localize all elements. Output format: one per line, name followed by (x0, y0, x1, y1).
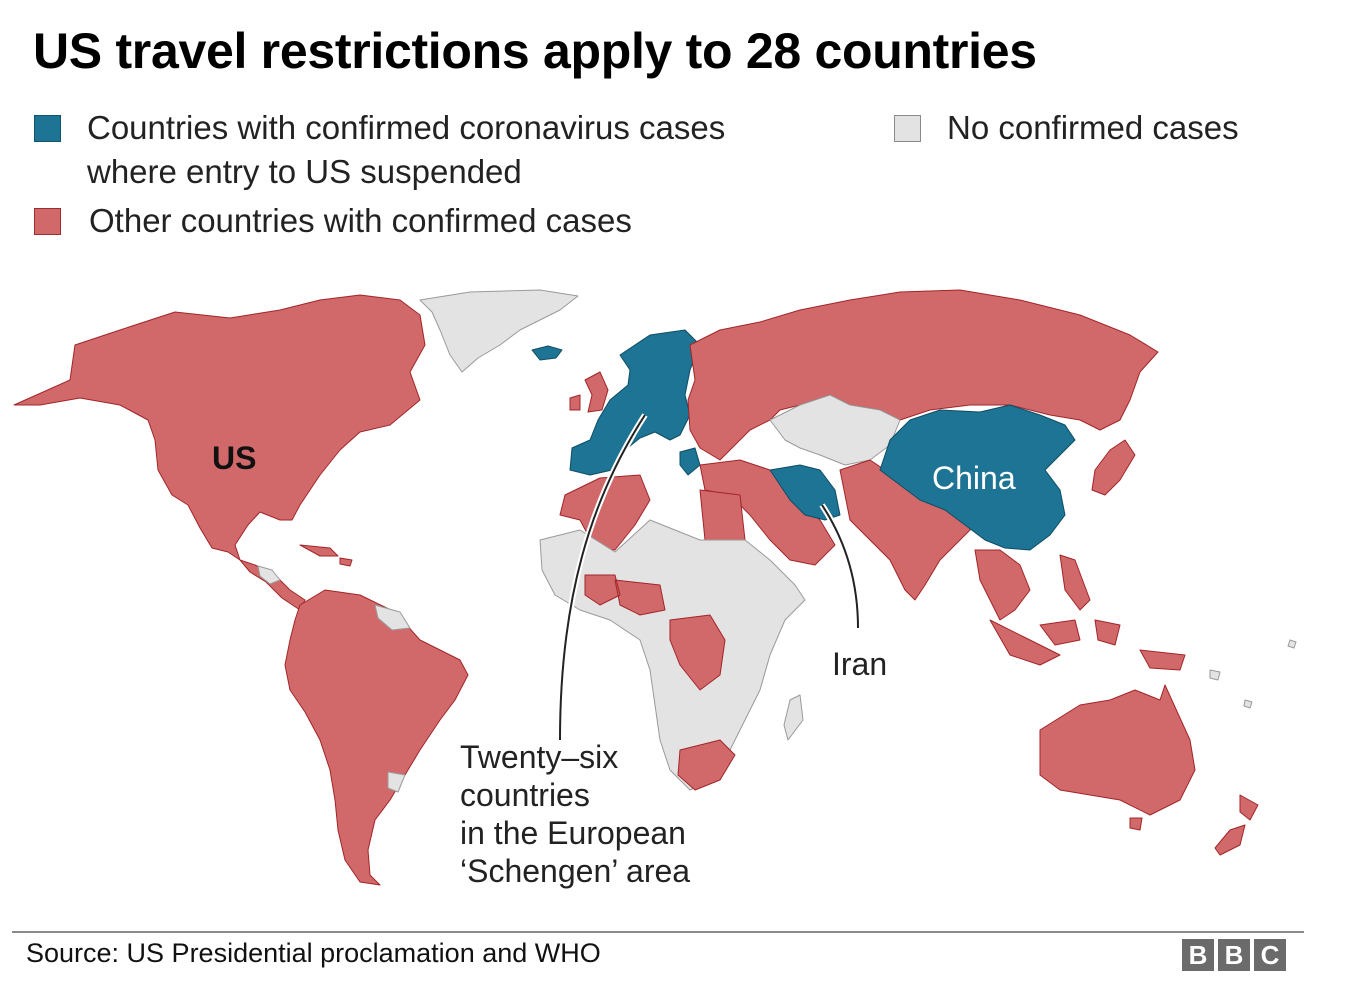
australia (1039, 684, 1196, 816)
schengen-label-line4: ‘Schengen’ area (460, 853, 691, 889)
legend-none-label: No confirmed cases (947, 109, 1239, 146)
drc (669, 614, 726, 691)
greece (679, 447, 701, 476)
legend-other: Other countries with confirmed cases (34, 202, 632, 243)
schengen-callout-line-inner (559, 414, 646, 741)
japan (1091, 439, 1136, 496)
central-america-grey (257, 565, 281, 585)
greenland (419, 289, 579, 373)
north-america (13, 294, 426, 561)
china-label: China (932, 460, 1016, 496)
south-america (284, 589, 469, 886)
legend-suspended: Countries with confirmed coronavirus cas… (34, 109, 725, 194)
caribbean (299, 544, 353, 567)
central-america (239, 559, 306, 611)
legend-swatch-suspended (34, 115, 61, 142)
schengen-label-line1: Twenty–six (460, 739, 619, 775)
uk-ireland (569, 371, 609, 413)
indonesia (989, 619, 1186, 671)
southeast-asia (974, 549, 1091, 621)
legend-swatch-other (34, 208, 61, 235)
china (879, 404, 1076, 551)
legend-suspended-line2: where entry to US suspended (87, 153, 522, 190)
legend-swatch-none (894, 115, 921, 142)
madagascar (783, 694, 804, 741)
guianas (374, 604, 411, 631)
south-africa (677, 739, 736, 791)
schengen-label-line2: countries (460, 777, 590, 813)
tasmania (1129, 817, 1143, 831)
source-note: Source: US Presidential proclamation and… (26, 938, 601, 968)
pacific-islands (1209, 639, 1297, 709)
iran-callout-line-inner (821, 504, 859, 629)
world-map (13, 289, 1297, 886)
footer-divider (12, 931, 1304, 933)
legend-none: No confirmed cases (894, 109, 1239, 150)
new-zealand (1214, 794, 1259, 856)
schengen-label-line3: in the European (460, 815, 686, 851)
uruguay-area (387, 771, 406, 793)
bbc-logo-letter-2: B (1218, 939, 1250, 971)
us-label: US (212, 440, 257, 476)
legend-other-label: Other countries with confirmed cases (89, 202, 632, 239)
chart-title: US travel restrictions apply to 28 count… (33, 23, 1037, 79)
bbc-logo: B B C (1182, 939, 1286, 971)
iceland (531, 345, 563, 361)
iran-callout-line (819, 503, 861, 629)
iran-label: Iran (832, 646, 888, 682)
bbc-logo-letter-3: C (1254, 939, 1286, 971)
bbc-logo-letter-1: B (1182, 939, 1214, 971)
west-africa-cases (584, 574, 666, 616)
legend-suspended-line1: Countries with confirmed coronavirus cas… (87, 109, 726, 146)
schengen-label: Twenty–six countries in the European ‘Sc… (460, 738, 690, 890)
